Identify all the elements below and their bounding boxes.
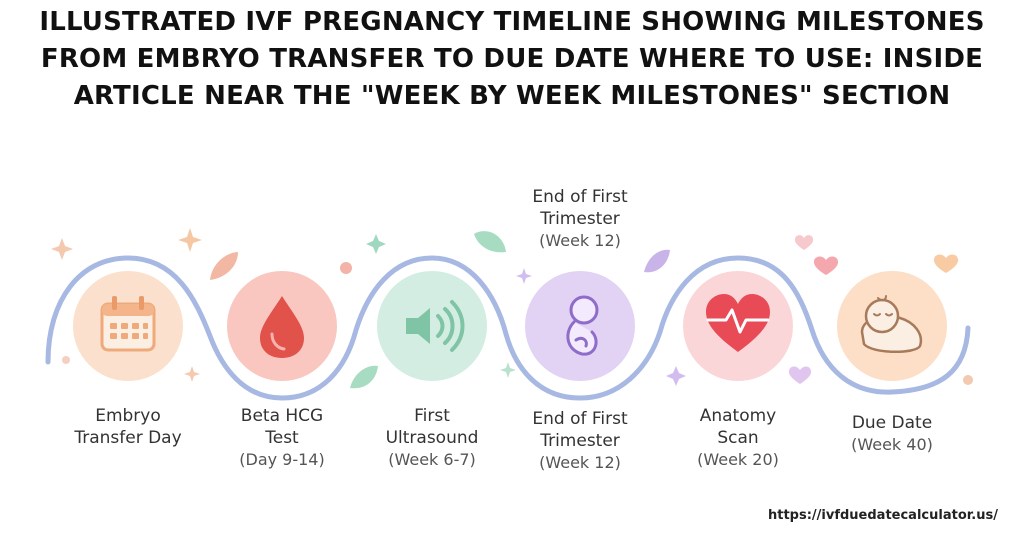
fetus-icon [566, 295, 599, 356]
milestone-label-5: Anatomy Scan (Week 20) [663, 405, 813, 471]
headline-line-2: FROM EMBRYO TRANSFER TO DUE DATE WHERE T… [40, 44, 984, 74]
ultrasound-wave-icon [406, 300, 465, 352]
milestone-label-6: Due Date (Week 40) [817, 412, 967, 456]
milestone-6-name-line-1: Due Date [851, 413, 933, 433]
milestone-6-sub: (Week 40) [851, 435, 933, 454]
milestone-3-sub: (Week 6-7) [388, 450, 476, 469]
leaf-icon [474, 231, 506, 253]
leaf-icon [210, 252, 238, 280]
milestone-3-name-line-2: Ultrasound [385, 428, 479, 448]
milestone-2-sub: (Day 9-14) [239, 450, 325, 469]
sparkle-icon [184, 366, 200, 382]
calendar-icon [100, 296, 156, 352]
sparkle-icon [500, 362, 516, 378]
milestone-3-name-line-1: First [414, 406, 450, 426]
milestone-2-name-line-1: Beta HCG [240, 406, 324, 426]
milestone-4-sub: (Week 12) [539, 453, 621, 472]
timeline-wave-line [45, 255, 971, 401]
headline-line-3: ARTICLE NEAR THE "WEEK BY WEEK MILESTONE… [73, 81, 951, 111]
milestone-5-name-line-2: Scan [717, 428, 759, 448]
headline: ILLUSTRATED IVF PREGNANCY TIMELINE SHOWI… [0, 4, 1024, 115]
dot-icon [963, 375, 973, 385]
dot-icon [340, 262, 352, 274]
milestone-label-1: Embryo Transfer Day [53, 405, 203, 449]
top-label-sub: (Week 12) [539, 231, 621, 250]
blood-drop-icon [260, 296, 304, 358]
milestone-circle-3 [377, 271, 487, 381]
milestone-1-name-line-1: Embryo [95, 406, 161, 426]
heart-icon [813, 256, 839, 275]
leaf-icon [644, 249, 670, 273]
headline-line-1: ILLUSTRATED IVF PREGNANCY TIMELINE SHOWI… [39, 7, 985, 37]
top-label-line-1: End of First [532, 187, 628, 207]
sparkle-icon [666, 366, 686, 386]
heart-icon [788, 366, 812, 384]
milestone-5-sub: (Week 20) [697, 450, 779, 469]
milestone-4-name-line-1: End of First [532, 409, 628, 429]
heart-icon [794, 235, 814, 250]
footer-url[interactable]: https://ivfduedatecalculator.us/ [767, 508, 998, 523]
milestone-2-name-line-2: Test [265, 428, 299, 448]
sparkle-icon [51, 238, 73, 260]
heart-icon [933, 254, 959, 273]
top-label-line-2: Trimester [540, 209, 620, 229]
sparkle-icon [366, 234, 386, 254]
sparkle-icon [516, 268, 532, 284]
milestone-1-name-line-2: Transfer Day [74, 428, 182, 448]
top-milestone-label: End of First Trimester (Week 12) [505, 186, 655, 252]
milestone-label-2: Beta HCG Test (Day 9-14) [207, 405, 357, 471]
dot-icon [62, 356, 70, 364]
heartbeat-icon [706, 294, 770, 352]
sparkle-icon [178, 228, 202, 252]
leaf-icon [350, 365, 378, 389]
milestone-label-4: End of First Trimester (Week 12) [505, 408, 655, 474]
milestone-4-name-line-2: Trimester [540, 431, 620, 451]
sleeping-baby-icon [860, 295, 923, 354]
milestone-5-name-line-1: Anatomy [699, 406, 777, 426]
milestone-label-3: First Ultrasound (Week 6-7) [357, 405, 507, 471]
